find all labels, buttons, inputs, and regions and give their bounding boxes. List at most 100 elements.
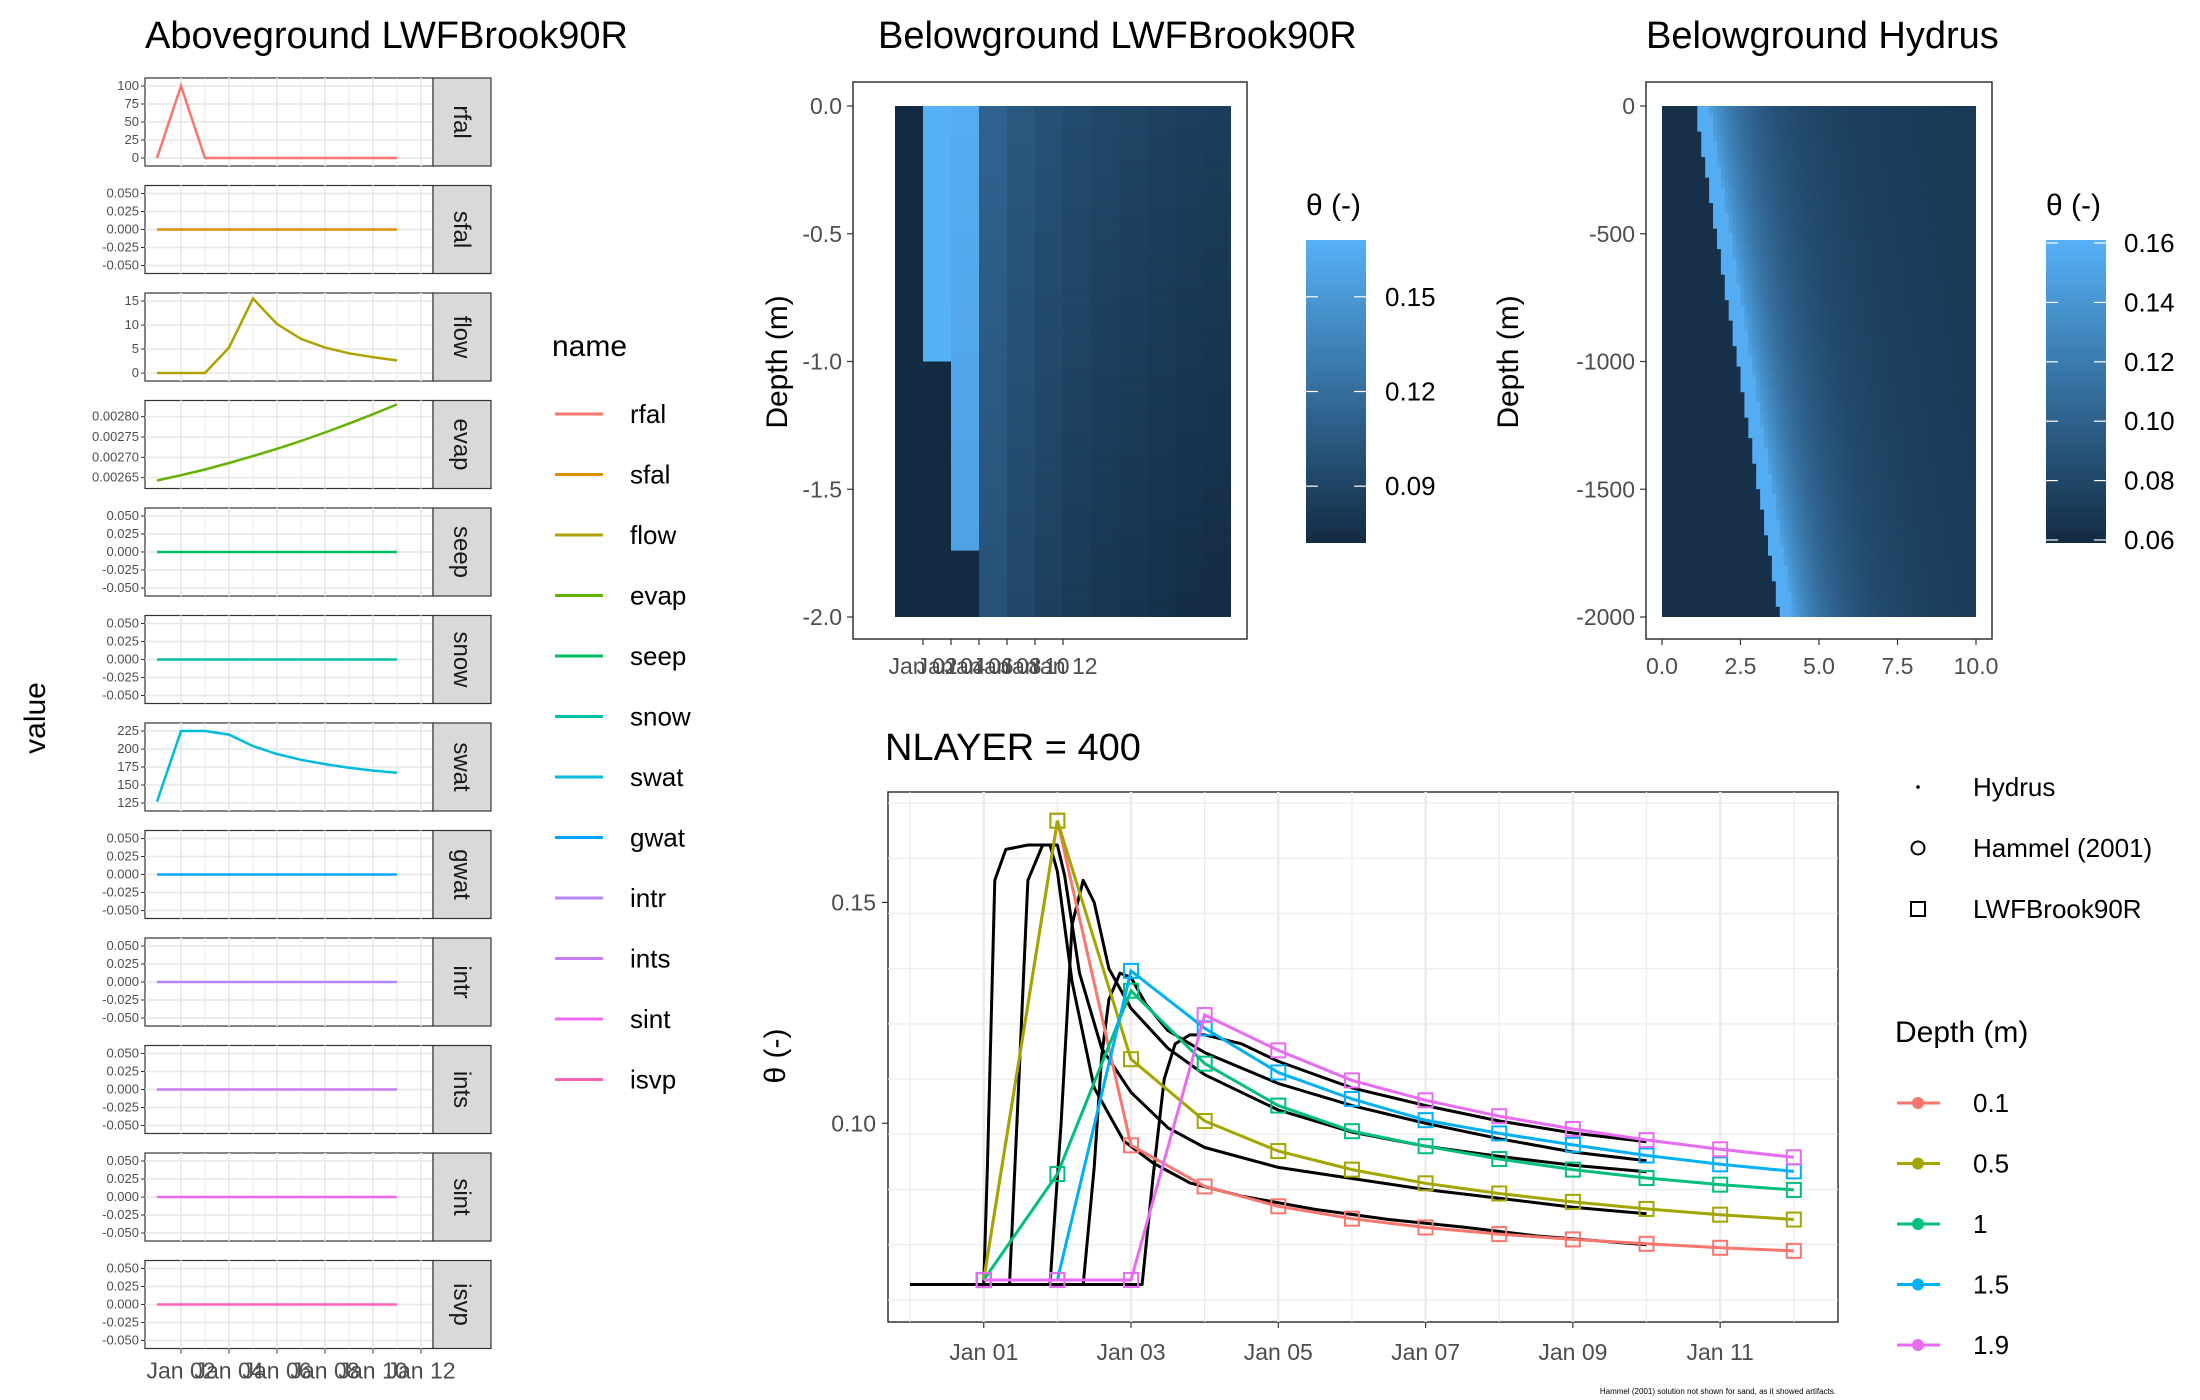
heatmap-cell [1736, 254, 1742, 260]
heatmap-cell [1677, 192, 1683, 199]
heatmap-cell [1035, 576, 1064, 582]
heatmap-cell [1091, 126, 1120, 133]
heatmap-cell [1681, 330, 1687, 337]
heatmap-cell [1728, 151, 1734, 158]
heatmap-cell [1007, 249, 1036, 255]
heatmap-cell [1771, 412, 1777, 419]
heatmap-cell [951, 300, 980, 306]
heatmap-cell [1677, 484, 1683, 490]
heatmap-cell [1756, 111, 1761, 117]
heatmap-cell [1673, 228, 1679, 235]
heatmap-cell [1779, 192, 1785, 199]
heatmap-cell [1791, 269, 1797, 276]
heatmap-cell [1147, 458, 1176, 465]
heatmap-cell [1007, 111, 1036, 117]
heatmap-cell [1677, 448, 1683, 455]
heatmap-cell [1775, 131, 1781, 138]
heatmap-cell [1119, 535, 1148, 541]
heatmap-cell [1720, 269, 1726, 276]
heatmap-cell [1091, 504, 1120, 511]
heatmap-cell [1764, 606, 1769, 613]
heatmap-cell [895, 182, 924, 189]
heatmap-cell [1035, 341, 1064, 347]
heatmap-cell [1662, 111, 1667, 117]
heatmap-cell [895, 111, 924, 117]
heatmap-cell [1701, 591, 1706, 598]
heatmap-cell [1665, 463, 1671, 470]
heatmap-cell [1669, 530, 1675, 536]
heatmap-cell [1677, 136, 1683, 143]
heatmap-cell [1783, 162, 1789, 168]
heatmap-cell [1767, 376, 1773, 383]
heatmap-cell [951, 484, 980, 490]
heatmap-cell [1736, 576, 1742, 582]
heatmap-cell [1728, 509, 1734, 516]
heatmap-cell [1787, 494, 1793, 501]
heatmap-cell [979, 162, 1008, 168]
facet-line-evap [156, 403, 398, 482]
heatmap-cell [1175, 555, 1204, 562]
heatmap-cell [1665, 514, 1671, 521]
heatmap-cell [1779, 213, 1785, 220]
heatmap-cell [1791, 126, 1797, 133]
heatmap-cell [1681, 356, 1687, 363]
heatmap-cell [1175, 489, 1204, 495]
heatmap-cell [979, 463, 1008, 470]
heatmap-cell [1007, 484, 1036, 490]
heatmap-cell [1175, 300, 1204, 306]
heatmap-cell [951, 402, 980, 409]
heatmap-cell [1035, 458, 1064, 465]
heatmap-cell [1147, 489, 1176, 495]
heatmap-cell [1175, 146, 1204, 153]
heatmap-cell [1175, 330, 1204, 337]
heatmap-cell [1783, 269, 1789, 276]
heatmap-cell [1713, 407, 1718, 414]
heatmap-cell [1771, 525, 1777, 531]
heatmap-cell [1175, 499, 1204, 506]
heatmap-cell [1677, 300, 1683, 306]
heatmap-cell [1752, 208, 1757, 214]
heatmap-cell [1728, 535, 1734, 541]
heatmap-cell [1035, 351, 1064, 357]
heatmap-cell [1662, 453, 1667, 460]
heatmap-cell [895, 269, 924, 276]
heatmap-cell [1701, 284, 1706, 291]
heatmap-cell [1681, 530, 1687, 536]
heatmap-cell [1732, 494, 1738, 501]
heatmap-cell [1779, 397, 1785, 403]
heatmap-cell [1119, 131, 1148, 138]
heatmap-cell [1705, 351, 1710, 357]
heatmap-cell [1705, 116, 1710, 122]
heatmap-cell [1709, 560, 1714, 567]
heatmap-cell [1685, 136, 1691, 143]
heatmap-cell [1732, 300, 1738, 306]
heatmap-cell [1677, 468, 1683, 475]
heatmap-cell [1701, 571, 1706, 577]
heatmap-cell [1709, 106, 1714, 112]
heatmap-cell [1665, 545, 1671, 552]
heatmap-cell [1783, 259, 1789, 266]
heatmap-cell [1669, 376, 1675, 383]
heatmap-cell [1701, 335, 1706, 342]
heatmap-cell [1681, 571, 1687, 577]
heatmap-cell [1007, 218, 1036, 225]
heatmap-cell [1775, 208, 1781, 214]
heatmap-cell [1740, 545, 1746, 552]
heatmap-cell [1693, 611, 1698, 617]
heatmap-cell [1693, 284, 1698, 291]
heatmap-cell [1662, 407, 1667, 414]
heatmap-cell [1693, 519, 1698, 526]
heatmap-cell [1035, 192, 1064, 199]
heatmap-cell [979, 387, 1008, 393]
heatmap-cell [1007, 289, 1036, 296]
heatmap-cell [1697, 565, 1702, 572]
heatmap-cell [1713, 136, 1718, 143]
heatmap-cell [1744, 550, 1749, 557]
heatmap-cell [923, 249, 952, 255]
heatmap-cell [1662, 151, 1667, 158]
heatmap-cell [895, 279, 924, 286]
heatmap-cell [1775, 509, 1781, 516]
heatmap-cell [1767, 581, 1773, 587]
heatmap-cell [1701, 305, 1706, 311]
